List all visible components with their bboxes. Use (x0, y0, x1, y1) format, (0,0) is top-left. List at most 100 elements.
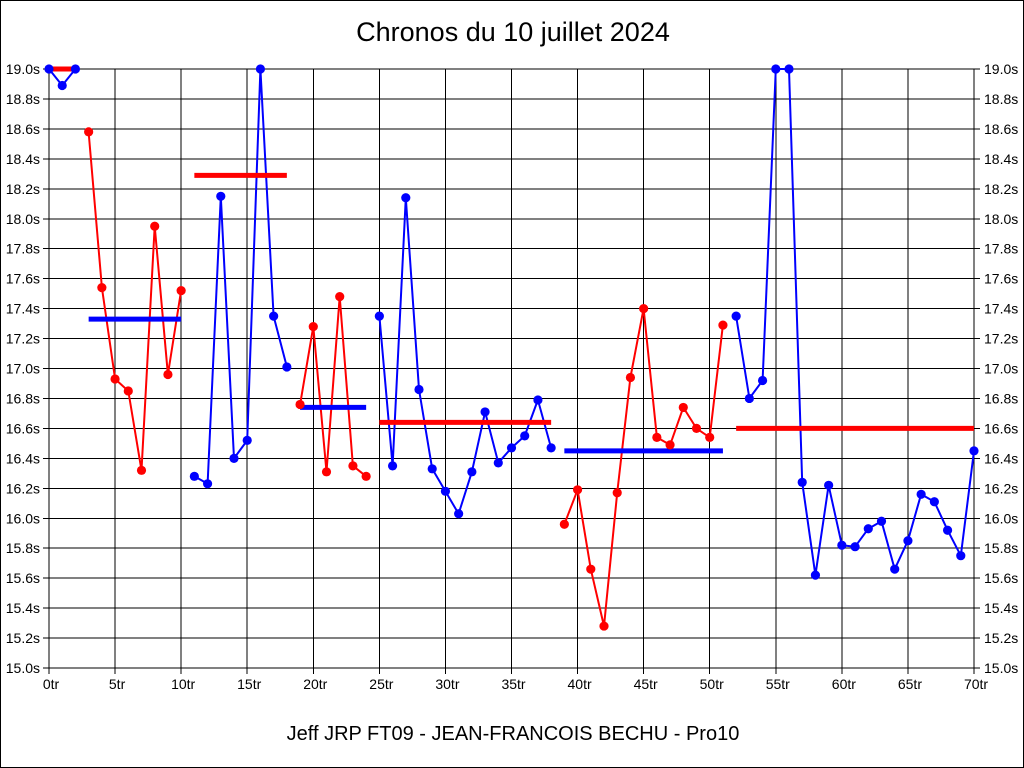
x-axis-label: 40tr (568, 676, 592, 692)
stint-1-point (70, 64, 81, 74)
y-axis-label-right: 15.2s (984, 630, 1018, 646)
stint-5-point (480, 407, 490, 417)
stint-5-point (387, 461, 398, 471)
stint-4-point (321, 467, 332, 477)
y-axis-label-left: 16.4s (6, 450, 40, 466)
stint-7-point (771, 64, 781, 74)
stint-5-line (378, 196, 553, 515)
x-axis-label: 20tr (303, 676, 327, 692)
series-point-layer (44, 64, 979, 631)
y-axis-label-right: 17.2s (984, 331, 1018, 347)
stint-7-line (735, 68, 975, 577)
x-axis-label: 5tr (109, 676, 126, 692)
stint-5-point (546, 443, 556, 453)
stint-6-point (639, 304, 649, 314)
y-axis-label-right: 16.2s (984, 480, 1018, 496)
stint-6-point (652, 432, 662, 442)
stint-6-point (691, 423, 702, 433)
y-axis-label-left: 15.8s (6, 540, 40, 556)
stint-5-point (493, 458, 503, 468)
y-axis-label-right: 15.0s (984, 660, 1018, 676)
stint-6-point (572, 485, 583, 495)
stint-5-point (467, 467, 477, 477)
stint-7-point (863, 524, 873, 534)
axis-layer (43, 68, 980, 674)
x-axis-label: 25tr (369, 676, 393, 692)
y-axis-label-left: 15.6s (6, 570, 40, 586)
stint-7-point (850, 542, 860, 552)
y-axis-label-right: 16.8s (984, 390, 1018, 406)
stint-7-point (797, 477, 807, 487)
stint-5-point (454, 509, 464, 519)
y-axis-label-left: 18.8s (6, 91, 40, 107)
stint-2-point (150, 221, 160, 231)
stint-5-point (533, 395, 543, 405)
y-axis-label-right: 16.4s (984, 450, 1018, 466)
stint-4-point (361, 471, 371, 481)
y-axis-label-right: 16.6s (984, 420, 1018, 436)
y-axis-label-left: 15.2s (6, 630, 40, 646)
y-axis-label-left: 17.6s (6, 271, 40, 287)
stint-5-point (506, 443, 517, 453)
stint-6-point (678, 402, 688, 413)
stint-6-point (559, 519, 569, 529)
y-axis-label-right: 18.6s (984, 121, 1018, 137)
y-axis-label-right: 17.8s (984, 241, 1018, 257)
y-axis-label-left: 17.0s (6, 361, 40, 377)
stint-2-point (97, 283, 107, 293)
stint-2-point (176, 286, 186, 296)
y-axis-label-left: 18.4s (6, 151, 40, 167)
x-axis-label: 70tr (964, 676, 988, 692)
y-axis-label-right: 15.4s (984, 600, 1018, 616)
stint-2-point (136, 465, 147, 475)
x-axis-label: 35tr (501, 676, 525, 692)
stint-7-point (757, 375, 768, 386)
y-axis-label-left: 19.0s (6, 61, 40, 77)
stint-2-point (123, 386, 133, 396)
y-axis-label-right: 17.4s (984, 301, 1018, 317)
stint-7-point (969, 446, 979, 456)
chart-title: Chronos du 10 juillet 2024 (356, 17, 670, 47)
stint-1-point (44, 64, 54, 74)
y-axis-label-left: 17.8s (6, 241, 40, 257)
stint-6-point (705, 432, 715, 442)
stint-6-point (718, 320, 728, 330)
stint-1-point (57, 80, 67, 91)
stint-3-point (255, 64, 266, 74)
stint-3-line (193, 68, 288, 485)
tick-label-layer: 19.0s 19.0s 18.8s 18.8s 18.6s 18.6s 18.4s 18.4s… (6, 61, 1019, 692)
stint-5-point (520, 431, 530, 441)
plot-border (48, 68, 975, 669)
stint-5-point (427, 464, 437, 474)
y-axis-label-left: 16.6s (6, 420, 40, 436)
y-axis-label-right: 18.4s (984, 151, 1018, 167)
stint-3-point (189, 471, 199, 481)
x-axis-label: 30tr (435, 676, 459, 692)
stint-3-point (229, 453, 239, 463)
stint-3-point (282, 362, 292, 372)
stint-7-point (956, 551, 966, 561)
stint-5-point (401, 193, 411, 203)
stint-3-point (202, 479, 213, 489)
stint-3-point (242, 435, 252, 445)
x-axis-label: 55tr (766, 676, 790, 692)
stint-5-point (440, 486, 451, 496)
stint-3-point (216, 191, 226, 201)
x-axis-label: 15tr (237, 676, 261, 692)
stint-7-point (731, 311, 741, 321)
y-axis-label-right: 18.0s (984, 211, 1018, 227)
stint-7-point (903, 536, 913, 546)
stint-2-point (110, 374, 120, 384)
y-axis-label-right: 17.0s (984, 361, 1018, 377)
y-axis-label-left: 17.2s (6, 331, 40, 347)
stint-7-point (824, 480, 834, 490)
stint-6-point (586, 564, 596, 574)
y-axis-label-left: 16.0s (6, 510, 40, 526)
stint-4-point (308, 321, 318, 332)
stint-5-point (414, 384, 424, 395)
stint-7-point (916, 489, 926, 499)
y-axis-label-right: 17.6s (984, 271, 1018, 287)
x-axis-label: 50tr (700, 676, 724, 692)
